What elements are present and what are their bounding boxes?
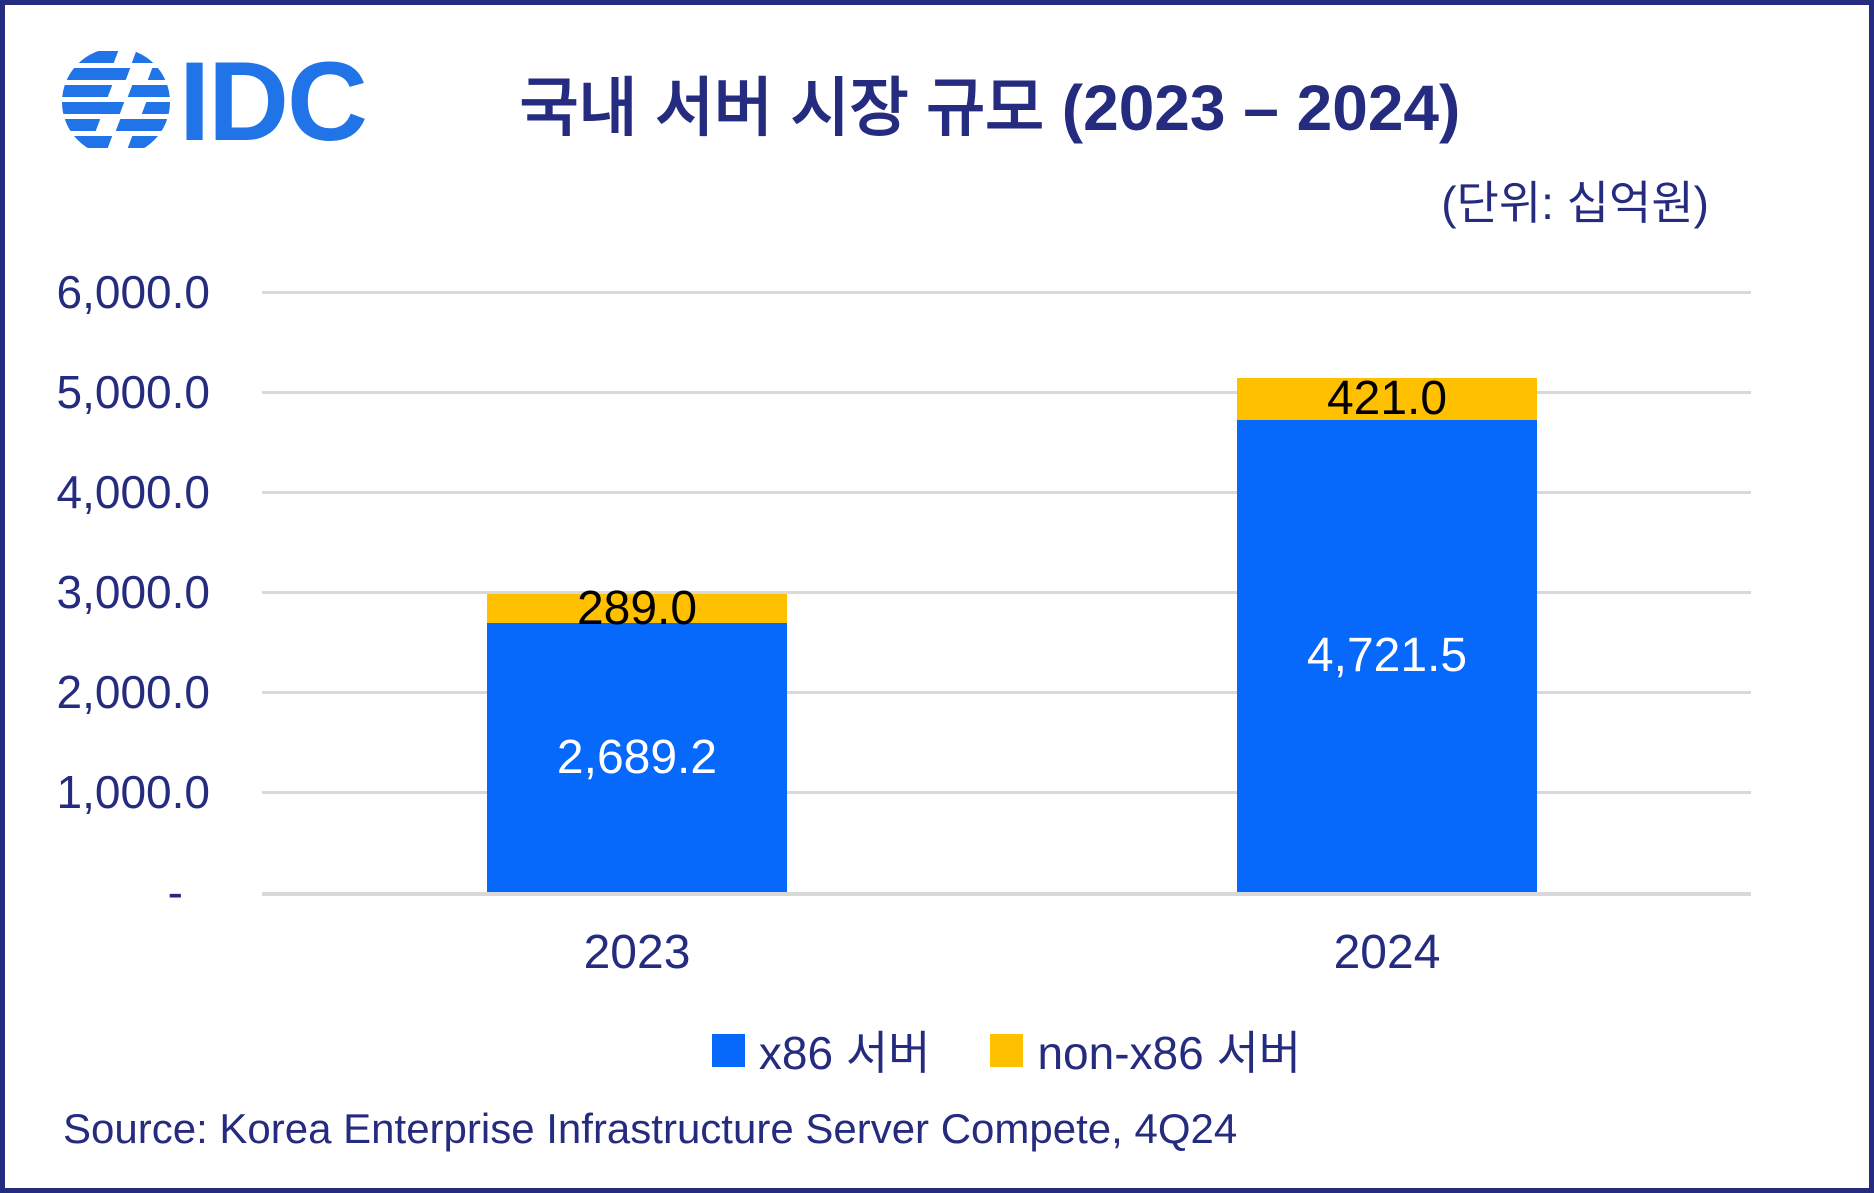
bar-segment-2023-non-x86 서버 <box>487 594 787 624</box>
y-tick-label-1000: 1,000.0 <box>56 766 210 818</box>
bar-segment-2024-non-x86 서버 <box>1237 377 1537 420</box>
legend: x86 서버 non-x86 서버 <box>262 1017 1751 1083</box>
gridline-3000 <box>262 590 1751 594</box>
bar-value-label-2024-non-x86 서버: 421.0 <box>1326 371 1448 425</box>
source-note: Source: Korea Enterprise Infrastructure … <box>63 1105 1238 1152</box>
legend-swatch-icon <box>990 1033 1024 1067</box>
gridline-2000 <box>262 690 1751 694</box>
bar-segment-2024-x86 서버 <box>1237 419 1537 892</box>
legend-item-non-x86 서버: non-x86 서버 <box>990 1017 1301 1083</box>
legend-label: non-x86 서버 <box>1037 1027 1302 1079</box>
legend-item-x86 서버: x86 서버 <box>711 1017 931 1083</box>
x-axis-line <box>262 892 1751 896</box>
plot-area: 6,000.0 5,000.0 4,000.0 3,000.0 2,000.0 1,000… <box>5 5 1869 1188</box>
y-tick-label-6000: 6,000.0 <box>56 266 210 318</box>
legend-swatch-icon <box>711 1033 745 1067</box>
x-axis-label-2023: 2023 <box>583 926 691 979</box>
x-axis-label-2024: 2024 <box>1333 926 1441 979</box>
idc-logo-text: IDC <box>179 39 368 164</box>
legend-label: x86 서버 <box>758 1027 931 1079</box>
bar-value-label-2023-x86 서버: 2,689.2 <box>556 730 718 784</box>
gridline-4000 <box>262 490 1751 494</box>
gridline-1000 <box>262 790 1751 794</box>
unit-label: (단위: 십억원) <box>1441 177 1709 229</box>
idc-logo: IDC <box>61 39 368 164</box>
chart-title: 국내 서버 시장 규모 (2023 – 2024) <box>519 72 1461 144</box>
gridline-6000 <box>262 290 1751 294</box>
y-tick-label-2000: 2,000.0 <box>56 666 210 718</box>
y-tick-label-4000: 4,000.0 <box>56 466 210 518</box>
bar-value-label-2024-x86 서버: 4,721.5 <box>1306 628 1468 682</box>
bar-segment-2023-x86 서버 <box>487 623 787 892</box>
gridline-5000 <box>262 390 1751 394</box>
y-tick-label-3000: 3,000.0 <box>56 566 210 618</box>
y-tick-label-5000: 5,000.0 <box>56 366 210 418</box>
idc-globe-icon <box>62 49 170 150</box>
bar-value-label-2023-non-x86 서버: 289.0 <box>576 581 698 635</box>
y-tick-label-0: - <box>167 866 183 918</box>
